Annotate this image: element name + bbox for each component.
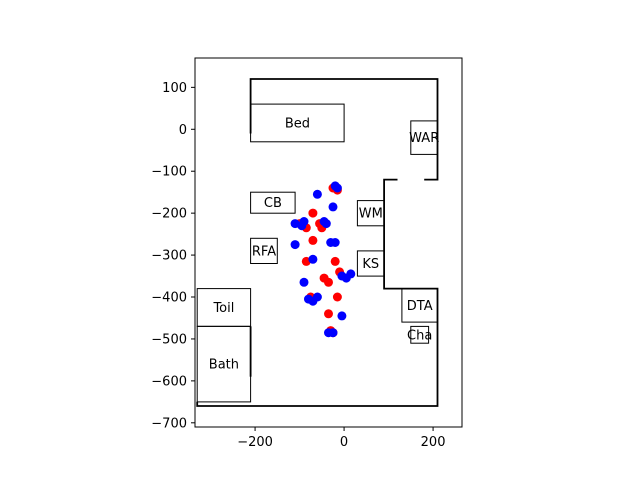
y-tick-label: −400	[151, 291, 187, 306]
data-point	[330, 238, 340, 247]
data-point	[346, 269, 356, 279]
data-point	[297, 221, 307, 231]
data-point	[337, 311, 347, 321]
object-label: CB	[264, 196, 282, 211]
object-box	[356, 200, 385, 227]
object-box	[196, 325, 252, 403]
data-point	[330, 256, 340, 266]
data-point	[308, 208, 318, 218]
data-point	[324, 277, 333, 287]
point-layer	[290, 181, 356, 338]
object-label: RFA	[252, 244, 276, 259]
y-tick-label: −300	[151, 249, 187, 264]
object-box	[356, 250, 385, 277]
data-point	[308, 254, 318, 264]
axes: −200 0 200 100 0 −100 −200 −300 −400 −500 −600 −700	[151, 57, 463, 450]
data-point	[324, 309, 333, 319]
y-tick-label: −200	[151, 207, 187, 222]
x-tick-label: 200	[421, 435, 446, 450]
wall-segment	[249, 78, 439, 181]
y-tick-label: −100	[151, 165, 187, 180]
object-label: DTA	[407, 299, 433, 314]
object-label: KS	[362, 257, 379, 272]
object-label: Bath	[209, 358, 239, 373]
data-point	[290, 240, 300, 250]
object-label: Toil	[212, 301, 234, 316]
data-point	[332, 183, 342, 193]
object-box	[250, 103, 345, 143]
data-point	[328, 202, 338, 212]
object-label: Bed	[285, 117, 310, 132]
y-tick-label: −600	[151, 374, 187, 389]
data-point	[332, 292, 342, 302]
plot-frame	[194, 57, 463, 428]
data-point	[308, 235, 318, 245]
object-box	[410, 325, 430, 344]
data-point	[321, 219, 331, 229]
data-point	[328, 328, 338, 338]
object-box	[250, 191, 296, 214]
object-box	[410, 120, 438, 155]
x-tick-label: −200	[237, 435, 273, 450]
x-tick-label: 0	[340, 435, 348, 450]
object-label: Cha	[407, 328, 432, 343]
object-box	[250, 237, 278, 265]
data-point	[308, 296, 318, 306]
object-label: WAR	[409, 131, 439, 146]
furniture-layer: Bed WAR CB WM RFA KS DTA Toil Cha Bath	[196, 103, 439, 403]
data-point	[299, 277, 309, 287]
y-tick-label: 100	[162, 81, 187, 96]
object-box	[401, 288, 438, 323]
data-point	[312, 189, 322, 199]
y-tick-label: 0	[179, 123, 187, 138]
y-tick-label: −700	[151, 416, 187, 431]
y-tick-label: −500	[151, 332, 187, 347]
object-label: WM	[359, 207, 383, 222]
